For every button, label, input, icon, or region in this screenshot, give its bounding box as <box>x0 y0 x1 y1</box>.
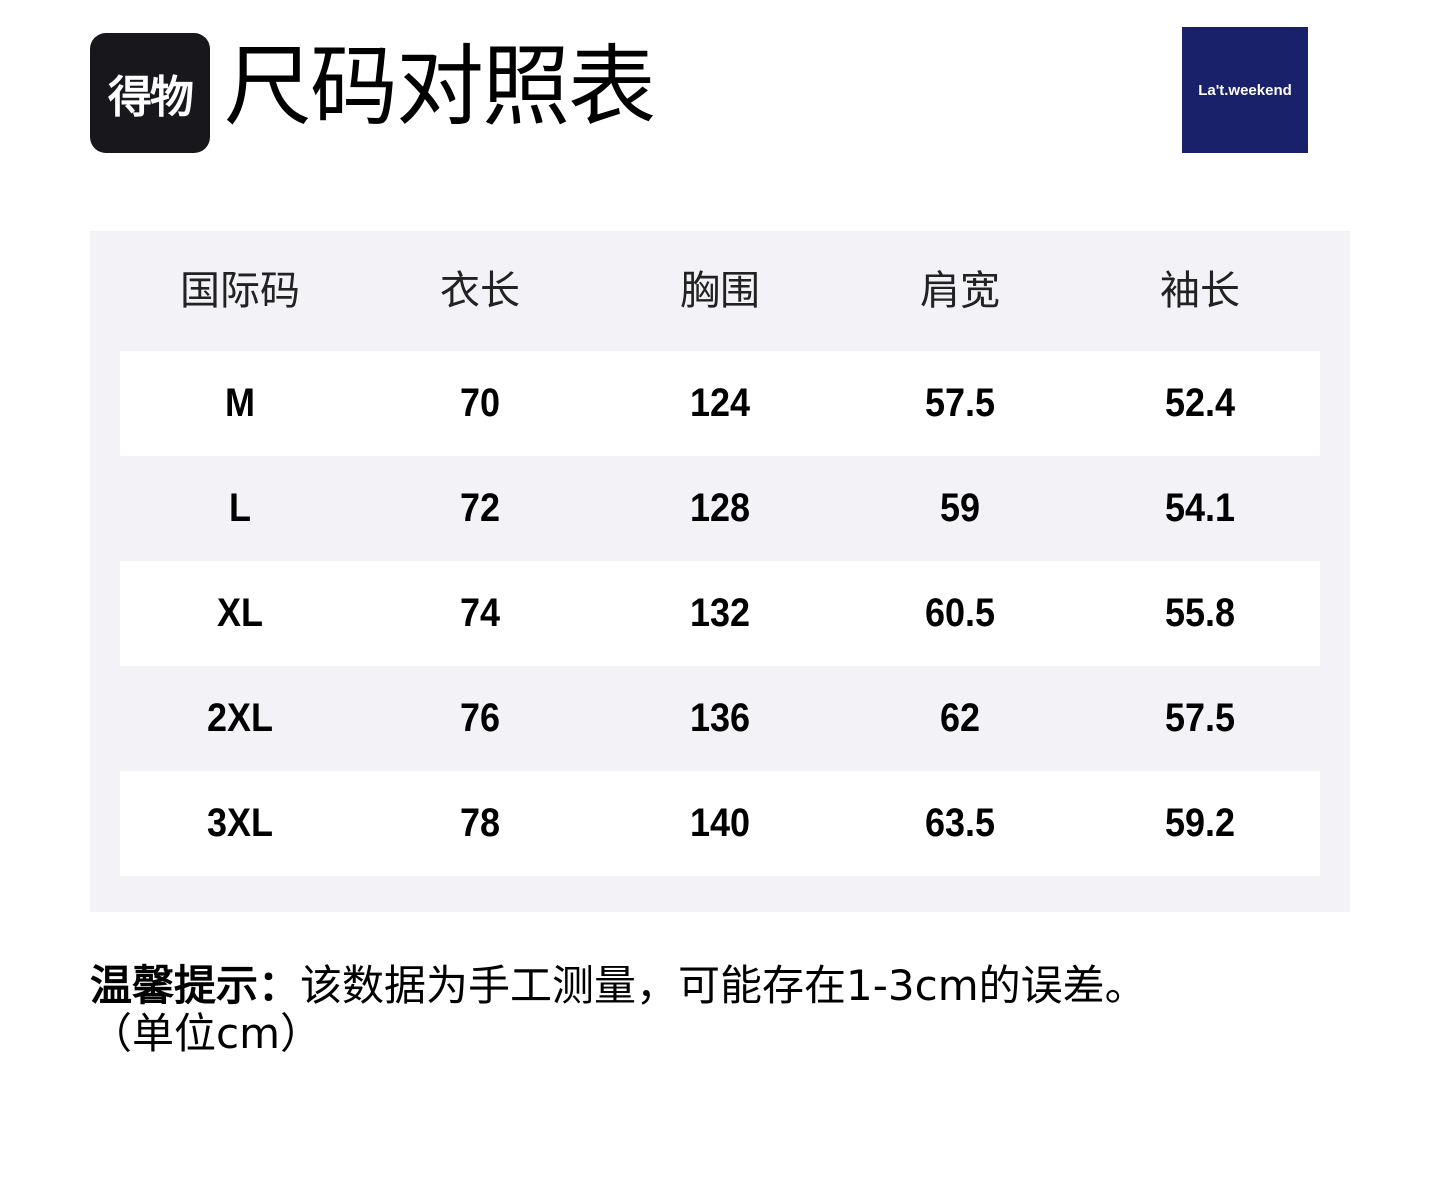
table-cell: M <box>224 381 255 425</box>
size-table: 国际码 衣长 胸围 肩宽 袖长 M 70 124 57.5 52.4 L 72 128 59 54… <box>90 231 1350 912</box>
table-cell: 76 <box>459 696 501 740</box>
table-row: L 72 128 59 54.1 <box>120 456 1320 561</box>
table-cell: 74 <box>459 591 501 635</box>
table-cell: 52.4 <box>1164 381 1236 425</box>
note-unit: （单位cm） <box>90 1009 323 1058</box>
table-cell: 57.5 <box>924 381 996 425</box>
header-cell: 衣长 <box>440 268 520 314</box>
table-cell: XL <box>216 591 264 635</box>
table-row: 2XL 76 136 62 57.5 <box>120 666 1320 771</box>
table-row: M 70 124 57.5 52.4 <box>120 351 1320 456</box>
table-cell: 59 <box>939 486 981 530</box>
table-cell: 124 <box>689 381 751 425</box>
note: 温馨提示：该数据为手工测量，可能存在1-3cm的误差。 （单位cm） <box>90 962 1390 1058</box>
table-cell: 140 <box>689 801 751 845</box>
note-text: 该数据为手工测量，可能存在1-3cm的误差。 <box>300 961 1147 1010</box>
table-row: XL 74 132 60.5 55.8 <box>120 561 1320 666</box>
page-title: 尺码对照表 <box>224 35 656 138</box>
table-cell: 59.2 <box>1164 801 1236 845</box>
brand-logo: La't.weekend <box>1182 27 1308 153</box>
table-cell: 57.5 <box>1164 696 1236 740</box>
table-row: 3XL 78 140 63.5 59.2 <box>120 771 1320 876</box>
table-cell: 78 <box>459 801 501 845</box>
table-cell: 63.5 <box>924 801 996 845</box>
table-cell: 72 <box>459 486 501 530</box>
table-cell: 128 <box>689 486 751 530</box>
table-cell: 3XL <box>206 801 274 845</box>
table-cell: 55.8 <box>1164 591 1236 635</box>
app-logo: 得物 <box>90 33 210 153</box>
table-cell: 132 <box>689 591 751 635</box>
header-cell: 肩宽 <box>920 268 1000 314</box>
table-cell: 70 <box>459 381 501 425</box>
note-label: 温馨提示： <box>90 961 301 1010</box>
table-cell: L <box>229 486 251 530</box>
table-cell: 54.1 <box>1164 486 1236 530</box>
table-cell: 136 <box>689 696 751 740</box>
header-cell: 袖长 <box>1160 268 1240 314</box>
table-cell: 2XL <box>206 696 274 740</box>
table-cell: 62 <box>939 696 981 740</box>
table-cell: 60.5 <box>924 591 996 635</box>
table-header: 国际码 衣长 胸围 肩宽 袖长 <box>120 261 1320 351</box>
header-cell: 胸围 <box>680 268 760 314</box>
header-cell: 国际码 <box>180 268 300 314</box>
